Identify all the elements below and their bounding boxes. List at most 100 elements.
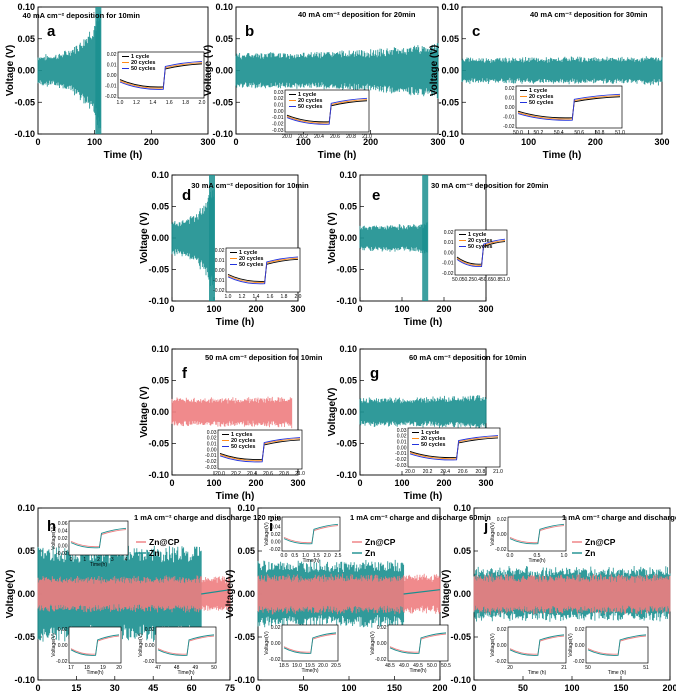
y-tick-label: -0.05: [14, 632, 35, 642]
inset-x-tick-label: 2: [97, 557, 100, 563]
inset-y-tick-label: 0.00: [207, 447, 217, 453]
x-axis-label: Time (h): [318, 150, 357, 161]
inset-frame: [507, 626, 567, 664]
inset-y-tick-label: -0.02: [375, 657, 387, 663]
y-axis-label: Voltage (V): [429, 45, 440, 96]
inset-trace: [283, 523, 339, 545]
inset-x-tick-label: 21.0: [295, 471, 305, 477]
x-tick-label: 200: [248, 304, 263, 314]
panel-annotation: 40 mA cm⁻² deposition for 10min: [23, 11, 141, 20]
inset-y-axis-label: Voltage(V): [138, 633, 144, 657]
inset-trace: [587, 634, 647, 656]
inset-legend-label: 1 cycle: [468, 232, 486, 238]
panel-i: 0.100.050.00-0.05-0.10050100150200Time(h…: [225, 503, 491, 693]
inset-y-tick-label: -0.02: [573, 659, 585, 665]
inset-x-tick-label: 1.0: [302, 553, 309, 559]
inset-y-tick-label: 0.04: [271, 524, 281, 530]
inset-x-tick-label: 49.0: [399, 663, 409, 669]
inset-y-tick-label: -0.02: [143, 659, 155, 665]
panel-annotation: 1 mA cm⁻² charge and discharge 30min: [562, 513, 676, 522]
x-tick-label: 200: [432, 683, 447, 693]
x-tick-label: 0: [357, 304, 362, 314]
panel-annotation: 40 mA cm⁻² deposition for 20min: [298, 10, 416, 19]
inset-x-tick-label: 4: [125, 557, 128, 563]
inset-x-tick-label: 1.0: [561, 553, 568, 559]
x-tick-label: 100: [341, 683, 356, 693]
inset-trace: [286, 97, 368, 125]
x-tick-label: 50: [518, 683, 528, 693]
inset-x-tick-label: 50: [585, 665, 591, 671]
inset-x-tick-label: 20.6: [263, 471, 273, 477]
inset-x-tick-label: 1.4: [149, 100, 156, 106]
inset-y-tick-label: 0.02: [271, 532, 281, 538]
panel-annotation: 1 mA cm⁻² charge and discharge 60min: [350, 513, 491, 522]
inset-x-tick-label: 49.5: [413, 663, 423, 669]
inset-legend-label: 50 cycles: [421, 442, 445, 448]
inset-x-axis-label: Time (h): [608, 670, 627, 676]
y-tick-label: 0.00: [339, 407, 357, 417]
inset-trace: [219, 437, 301, 463]
y-tick-label: -0.05: [234, 632, 255, 642]
panel-e: 0.10 0.05 0.00 -0.05 -0.100 100 200 300 Time (h)…: [327, 170, 549, 328]
inset-x-tick-label: 50.2: [534, 130, 544, 136]
y-tick-label: -0.10: [336, 296, 357, 306]
y-axis-label: Voltage (V): [139, 386, 150, 437]
inset-y-tick-label: 0.03: [207, 430, 217, 436]
inset-y-tick-label: 0.00: [497, 643, 507, 649]
panel-annotation: 1 mA cm⁻² charge and discharge 120 min: [134, 513, 281, 522]
y-tick-label: 0.00: [339, 233, 357, 243]
panel-letter: g: [370, 365, 379, 382]
y-tick-label: 0.10: [441, 2, 459, 12]
y-axis-label: Voltage(V): [327, 388, 338, 437]
x-tick-label: 50: [298, 683, 308, 693]
inset-x-axis-label: Time(h): [90, 562, 107, 568]
inset-legend-label: 20 cycles: [231, 438, 255, 444]
inset-x-tick-label: 48: [174, 665, 180, 671]
x-tick-label: 100: [394, 478, 409, 488]
x-tick-label: 200: [144, 137, 159, 147]
inset-y-tick-label: 0.00: [271, 539, 281, 545]
y-tick-label: 0.10: [339, 170, 357, 180]
inset-x-tick-label: 20.4: [247, 471, 257, 477]
x-tick-label: 300: [200, 137, 215, 147]
inset-y-tick-label: 0.01: [505, 95, 515, 101]
inset-x-tick-label: 2.0: [324, 553, 331, 559]
y-tick-label: 0.10: [453, 503, 471, 513]
x-axis-label: Time (h): [543, 150, 582, 161]
inset-frame: [387, 624, 449, 662]
y-tick-label: 0.05: [237, 546, 255, 556]
x-tick-label: 200: [436, 304, 451, 314]
inset-x-tick-label: 50.2: [462, 277, 472, 283]
inset-y-tick-label: 0.00: [377, 641, 387, 647]
inset-y-tick-label: -0.01: [442, 261, 454, 267]
y-tick-label: -0.10: [148, 470, 169, 480]
inset-x-tick-label: 47: [155, 665, 161, 671]
x-tick-label: 100: [87, 137, 102, 147]
inset-x-tick-label: 20.8: [346, 134, 356, 140]
inset-x-tick-label: 21.0: [493, 469, 503, 475]
inset-y-tick-label: -0.01: [205, 453, 217, 459]
inset-y-tick-label: -0.02: [269, 547, 281, 553]
legend-label: Zn: [585, 548, 595, 558]
y-tick-label: -0.10: [234, 675, 255, 685]
y-tick-label: 0.00: [17, 589, 35, 599]
inset-x-tick-label: 20.0: [282, 134, 292, 140]
panel-letter: h: [47, 518, 56, 535]
inset-y-tick-label: 0.00: [497, 532, 507, 538]
inset-x-axis-label: Time(h): [86, 670, 103, 676]
inset-y-tick-label: -0.02: [395, 457, 407, 463]
inset-y-tick-label: -0.01: [105, 83, 117, 89]
inset-y-tick-label: 0.02: [215, 248, 225, 254]
x-tick-label: 150: [613, 683, 628, 693]
x-tick-label: 200: [363, 137, 378, 147]
y-tick-label: -0.05: [438, 97, 459, 107]
inset-x-tick-label: 50.4: [554, 130, 564, 136]
inset-x-tick-label: 21.0: [362, 134, 372, 140]
inset-x-tick-label: 0: [70, 557, 73, 563]
y-tick-label: 0.05: [17, 34, 35, 44]
inset-y-tick-label: 0.00: [575, 643, 585, 649]
x-tick-label: 0: [169, 478, 174, 488]
x-tick-label: 0: [471, 683, 476, 693]
inset-x-tick-label: 3: [111, 557, 114, 563]
inset-legend-label: 1 cycle: [131, 54, 149, 60]
